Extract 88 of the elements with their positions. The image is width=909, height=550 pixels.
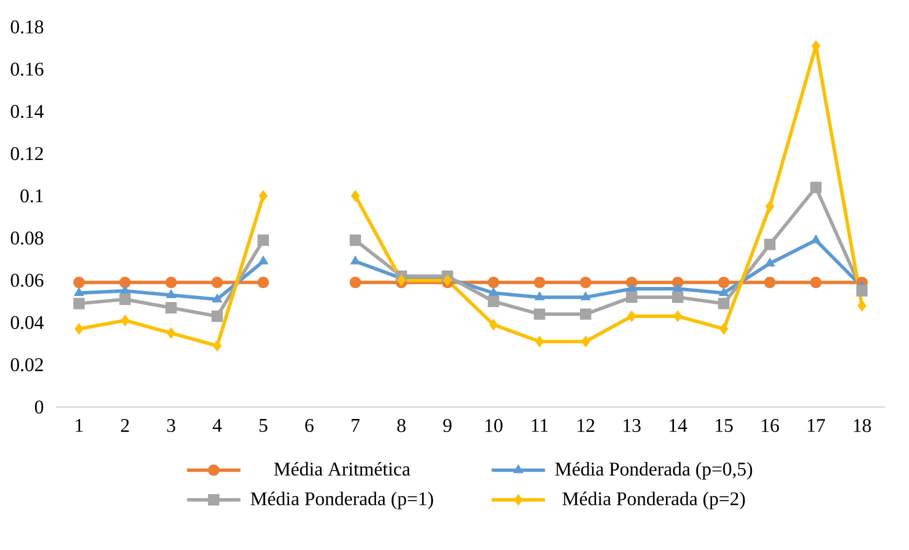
point	[858, 300, 866, 312]
point	[166, 289, 176, 298]
point	[764, 258, 775, 266]
legend-label: Média Aritmética	[274, 462, 410, 476]
point	[212, 340, 222, 352]
point	[673, 310, 682, 322]
y-tick-label: 0	[34, 400, 44, 414]
point	[488, 287, 498, 296]
point	[810, 182, 822, 194]
x-tick-label: 8	[397, 419, 406, 432]
y-tick-label: 0.18	[10, 20, 44, 34]
point	[488, 276, 500, 288]
point	[258, 190, 268, 202]
point	[719, 323, 728, 335]
x-tick-label: 7	[352, 419, 360, 432]
x-tick-label: 9	[443, 419, 452, 432]
point	[534, 308, 546, 320]
legend-label: Média Ponderada (p=0,5)	[555, 462, 752, 480]
x-tick-label: 13	[624, 419, 641, 432]
point	[626, 292, 638, 303]
x-tick-label: 11	[532, 419, 548, 432]
x-tick-label: 16	[762, 419, 779, 432]
point	[718, 287, 729, 296]
y-tick-label: 0.14	[10, 104, 44, 118]
point	[810, 276, 822, 288]
point	[764, 238, 776, 250]
point	[120, 285, 130, 294]
x-tick-label: 5	[260, 419, 268, 432]
y-tick-label: 0.02	[10, 358, 43, 372]
point	[580, 276, 592, 288]
point	[764, 276, 776, 288]
point	[74, 287, 84, 296]
legend-label: Média Ponderada (p=1)	[250, 492, 434, 510]
point	[766, 200, 774, 212]
x-tick-label: 1	[76, 419, 83, 432]
y-tick-label: 0.12	[10, 147, 43, 160]
point	[534, 276, 546, 288]
x-tick-label: 14	[670, 419, 688, 432]
legend-label: Média Ponderada (p=2)	[562, 492, 745, 510]
point	[350, 234, 362, 246]
point	[672, 283, 683, 292]
point	[856, 285, 868, 297]
y-tick-label: 0.06	[10, 274, 44, 287]
point	[73, 276, 85, 288]
point	[580, 292, 591, 300]
point	[212, 310, 223, 322]
point	[672, 292, 684, 303]
y-tick-label: 0.1	[20, 189, 43, 202]
point	[626, 283, 637, 292]
point	[74, 323, 84, 335]
point	[212, 276, 223, 288]
x-tick-label: 3	[167, 419, 176, 432]
point	[718, 298, 730, 310]
x-tick-label: 10	[486, 419, 502, 432]
point	[627, 310, 636, 322]
x-tick-label: 2	[121, 419, 129, 432]
y-tick-label: 0.16	[10, 62, 44, 76]
point	[350, 276, 362, 288]
point	[212, 294, 222, 302]
point	[120, 314, 130, 326]
point	[489, 319, 498, 330]
point	[165, 302, 177, 314]
point	[73, 298, 85, 310]
point	[258, 256, 268, 264]
x-tick-label: 17	[808, 419, 826, 432]
point	[535, 336, 544, 348]
x-tick-label: 12	[578, 419, 594, 432]
point	[488, 296, 500, 308]
x-tick-label: 15	[716, 419, 733, 432]
point	[119, 294, 131, 305]
point	[351, 190, 360, 202]
point	[166, 327, 176, 339]
y-tick-label: 0.04	[10, 316, 44, 330]
point	[580, 308, 592, 320]
point	[350, 256, 360, 264]
point	[581, 336, 590, 348]
point	[258, 276, 269, 288]
point	[718, 276, 730, 288]
point	[165, 276, 177, 288]
point	[258, 234, 269, 246]
point	[119, 276, 131, 288]
x-tick-label: 6	[305, 419, 314, 432]
y-tick-label: 0.08	[10, 232, 44, 245]
point	[443, 274, 452, 286]
x-tick-label: 18	[854, 419, 871, 432]
x-tick-label: 4	[212, 419, 222, 432]
point	[534, 292, 545, 300]
point	[397, 274, 406, 286]
